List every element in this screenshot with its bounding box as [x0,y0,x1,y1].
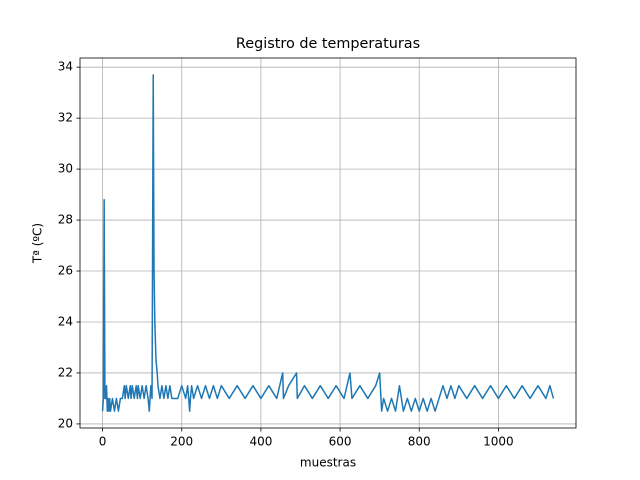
y-tick-label: 30 [58,162,73,176]
data-line [101,74,555,412]
chart-title: Registro de temperaturas [236,36,420,52]
y-tick-label: 32 [58,111,73,125]
y-tick-label: 22 [58,365,73,379]
x-tick-label: 0 [99,435,107,449]
x-tick-label: 800 [408,435,431,449]
y-axis-label: Tª (ºC) [31,223,45,264]
x-tick-label: 400 [249,435,272,449]
x-tick-label: 600 [329,435,352,449]
x-axis-label: muestras [300,456,356,470]
x-tick-label: 200 [170,435,193,449]
y-tick-label: 24 [58,314,73,328]
y-tick-label: 26 [58,264,73,278]
axes-frame [79,57,577,429]
y-tick-label: 34 [58,60,73,74]
x-tick-label: 1000 [483,435,514,449]
plot-area [101,74,555,412]
y-tick-label: 20 [58,416,73,430]
y-tick-label: 28 [58,213,73,227]
grid [80,58,576,428]
